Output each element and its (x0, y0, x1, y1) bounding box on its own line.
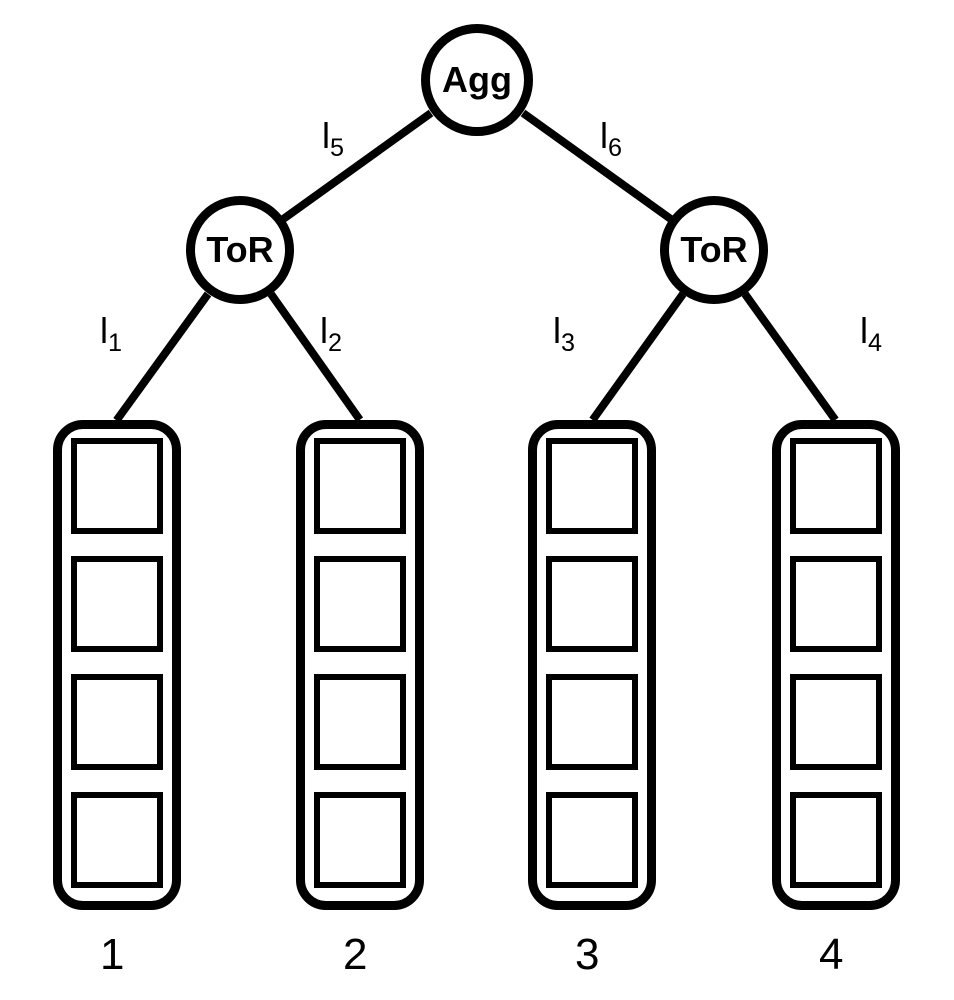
rack-r3-slot-4 (546, 792, 638, 888)
rack-r4-slot-4 (790, 792, 882, 888)
rack-r2-slot-1 (314, 438, 406, 534)
rack-r3-slot-1 (546, 438, 638, 534)
rack-r1-slot-1 (71, 438, 163, 534)
edge-l2 (268, 292, 363, 422)
edge-label-sub: 5 (330, 134, 344, 162)
edge-label-main: l (322, 115, 330, 156)
rack-r4-slot-2 (790, 556, 882, 652)
rack-r2-slot-2 (314, 556, 406, 652)
edge-l6 (520, 109, 672, 221)
node-label: ToR (680, 229, 747, 271)
edge-label-l6: l6 (600, 115, 622, 163)
node-agg: Agg (421, 24, 533, 136)
edge-label-l5: l5 (322, 115, 344, 163)
edge-label-l1: l1 (100, 310, 122, 358)
edge-label-sub: 3 (561, 329, 575, 357)
edge-l5 (282, 109, 434, 221)
edge-label-sub: 2 (328, 329, 342, 357)
edge-label-l3: l3 (553, 310, 575, 358)
node-tor1: ToR (186, 196, 294, 304)
rack-r2-slot-4 (314, 792, 406, 888)
rack-r1-slot-4 (71, 792, 163, 888)
edge-label-sub: 6 (608, 134, 622, 162)
edge-label-main: l (553, 310, 561, 351)
node-label: ToR (206, 229, 273, 271)
rack-r3-slot-3 (546, 674, 638, 770)
rack-r2-slot-3 (314, 674, 406, 770)
edge-label-main: l (860, 310, 868, 351)
rack-r1-slot-3 (71, 674, 163, 770)
node-label: Agg (442, 59, 512, 101)
rack-label-r3: 3 (575, 930, 599, 980)
node-tor2: ToR (660, 196, 768, 304)
rack-label-r1: 1 (100, 930, 124, 980)
edge-l4 (742, 292, 839, 423)
edge-label-main: l (320, 310, 328, 351)
edge-label-l2: l2 (320, 310, 342, 358)
rack-label-r2: 2 (343, 930, 367, 980)
rack-r1-slot-2 (71, 556, 163, 652)
edge-label-main: l (100, 310, 108, 351)
edge-label-sub: 1 (108, 329, 122, 357)
rack-r4-slot-3 (790, 674, 882, 770)
edge-l3 (589, 292, 686, 423)
edge-label-sub: 4 (868, 329, 882, 357)
edge-label-l4: l4 (860, 310, 882, 358)
edge-l1 (114, 291, 212, 422)
rack-r4-slot-1 (790, 438, 882, 534)
rack-label-r4: 4 (819, 930, 843, 980)
edge-label-main: l (600, 115, 608, 156)
rack-r3-slot-2 (546, 556, 638, 652)
